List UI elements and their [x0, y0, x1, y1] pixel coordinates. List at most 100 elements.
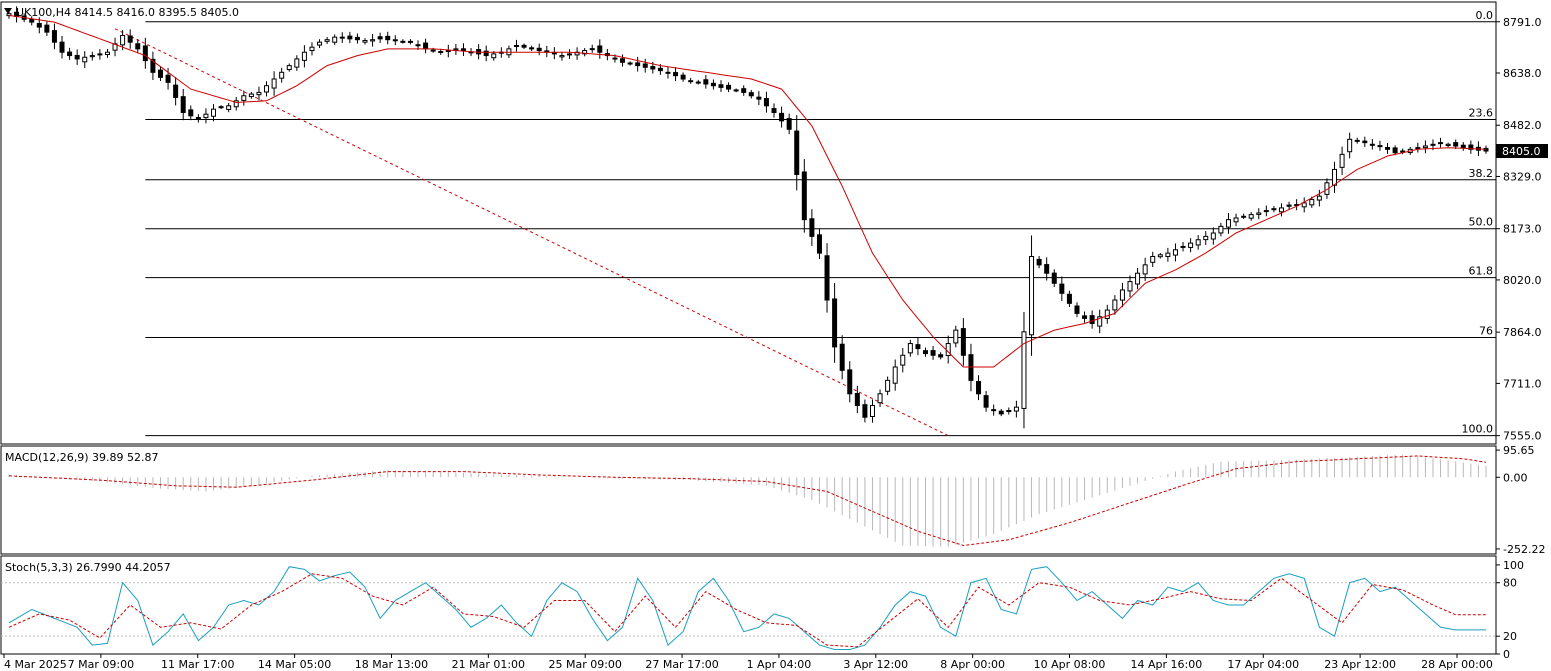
candle-body [968, 354, 974, 381]
candle-body [885, 379, 891, 392]
candle-body [1119, 289, 1125, 301]
candle [1127, 275, 1133, 298]
time-tick-label: 27 Mar 17:00 [645, 658, 718, 671]
candle-body [589, 48, 595, 51]
candle-body [1127, 281, 1133, 292]
candle [930, 346, 936, 360]
candle [385, 31, 391, 45]
candle-body [1286, 204, 1292, 207]
candle-body [756, 96, 762, 100]
candle-body [1021, 331, 1027, 409]
candle-body [256, 91, 262, 96]
fib-level-label: 38.2 [1469, 167, 1494, 180]
candle [248, 91, 254, 99]
candle-body [1263, 210, 1269, 213]
candle [551, 47, 557, 60]
candle-body [642, 63, 648, 68]
candle-body [1036, 258, 1042, 266]
candle [1066, 290, 1072, 307]
stochastic-panel[interactable]: 100 80 20 0 Stoch(5,3,3) 26.7990 44.2057 [0, 555, 1524, 661]
candle [1135, 268, 1141, 290]
candle-body [953, 329, 959, 344]
candle-body [241, 95, 247, 101]
candle [301, 45, 307, 68]
candle [589, 44, 595, 53]
candle-body [362, 40, 368, 43]
candle-body [1051, 272, 1057, 284]
candle [445, 44, 451, 58]
candle [809, 209, 815, 246]
candle-body [1347, 138, 1353, 153]
candle [673, 67, 679, 82]
macd-panel[interactable]: 95.65 0.00 -252.22 MACD(12,26,9) 39.89 52.8… [0, 444, 1545, 556]
candle [195, 114, 201, 123]
price-panel[interactable]: 0.0 23.6 38.2 50.0 61.8 76 100.0 8791.0 8638.0 84… [0, 1, 1548, 445]
candle-body [1385, 146, 1391, 150]
candle [900, 347, 906, 373]
candle-body [173, 84, 179, 98]
candle-body [1241, 215, 1247, 218]
candle-body [673, 72, 679, 77]
candle-body [491, 53, 497, 59]
candle [991, 404, 997, 416]
candle [400, 39, 406, 44]
candle-body [733, 89, 739, 92]
candle-body [1332, 168, 1338, 186]
candle-body [483, 50, 489, 57]
candle-body [1104, 309, 1110, 319]
candle-body [112, 43, 118, 51]
candle [521, 43, 527, 50]
candle-body [771, 108, 777, 114]
candle-body [567, 53, 573, 56]
candle [1241, 213, 1247, 219]
candle [1021, 311, 1027, 429]
candle-body [786, 118, 792, 130]
time-tick-label: 18 Mar 13:00 [355, 658, 428, 671]
candle-body [127, 35, 133, 43]
candle-body [203, 113, 209, 119]
candle [332, 34, 338, 45]
candle [733, 88, 739, 93]
fib-level-label: 50.0 [1469, 216, 1494, 229]
candle-body [157, 69, 163, 78]
candle [1036, 256, 1042, 269]
candle-body [233, 100, 239, 108]
price-tick-label: 8482.0 [1503, 119, 1542, 132]
candle-body [317, 41, 323, 46]
candle-body [1013, 406, 1019, 412]
candle [839, 335, 845, 380]
candle [1354, 137, 1360, 144]
candle-body [665, 71, 671, 74]
candle-body [59, 41, 65, 53]
candle-body [415, 44, 421, 47]
candle [945, 335, 951, 364]
candle-body [1415, 147, 1421, 150]
candle [51, 23, 57, 50]
price-tick-label: 7864.0 [1503, 326, 1542, 339]
candle [642, 58, 648, 73]
time-tick-label: 10 Apr 08:00 [1034, 658, 1106, 671]
dropdown-triangle-icon[interactable] [4, 8, 12, 14]
candle-body [279, 71, 285, 79]
candle [1172, 243, 1178, 262]
candle [1271, 206, 1277, 213]
candle [1385, 142, 1391, 154]
candle [339, 32, 345, 43]
candle-body [1460, 144, 1466, 149]
candle-body [332, 36, 338, 43]
candle-body [1210, 232, 1216, 240]
candle [1180, 241, 1186, 252]
candle-body [1150, 255, 1156, 263]
candle [1392, 145, 1398, 156]
candle [1377, 140, 1383, 151]
candle [67, 47, 73, 60]
candle-body [51, 30, 57, 43]
fib-level-label: 100.0 [1462, 423, 1494, 436]
candle-body [1006, 410, 1012, 413]
candle [922, 347, 928, 357]
candle [877, 389, 883, 407]
candle [680, 72, 686, 82]
candle [756, 91, 762, 106]
candle-body [1453, 142, 1459, 147]
